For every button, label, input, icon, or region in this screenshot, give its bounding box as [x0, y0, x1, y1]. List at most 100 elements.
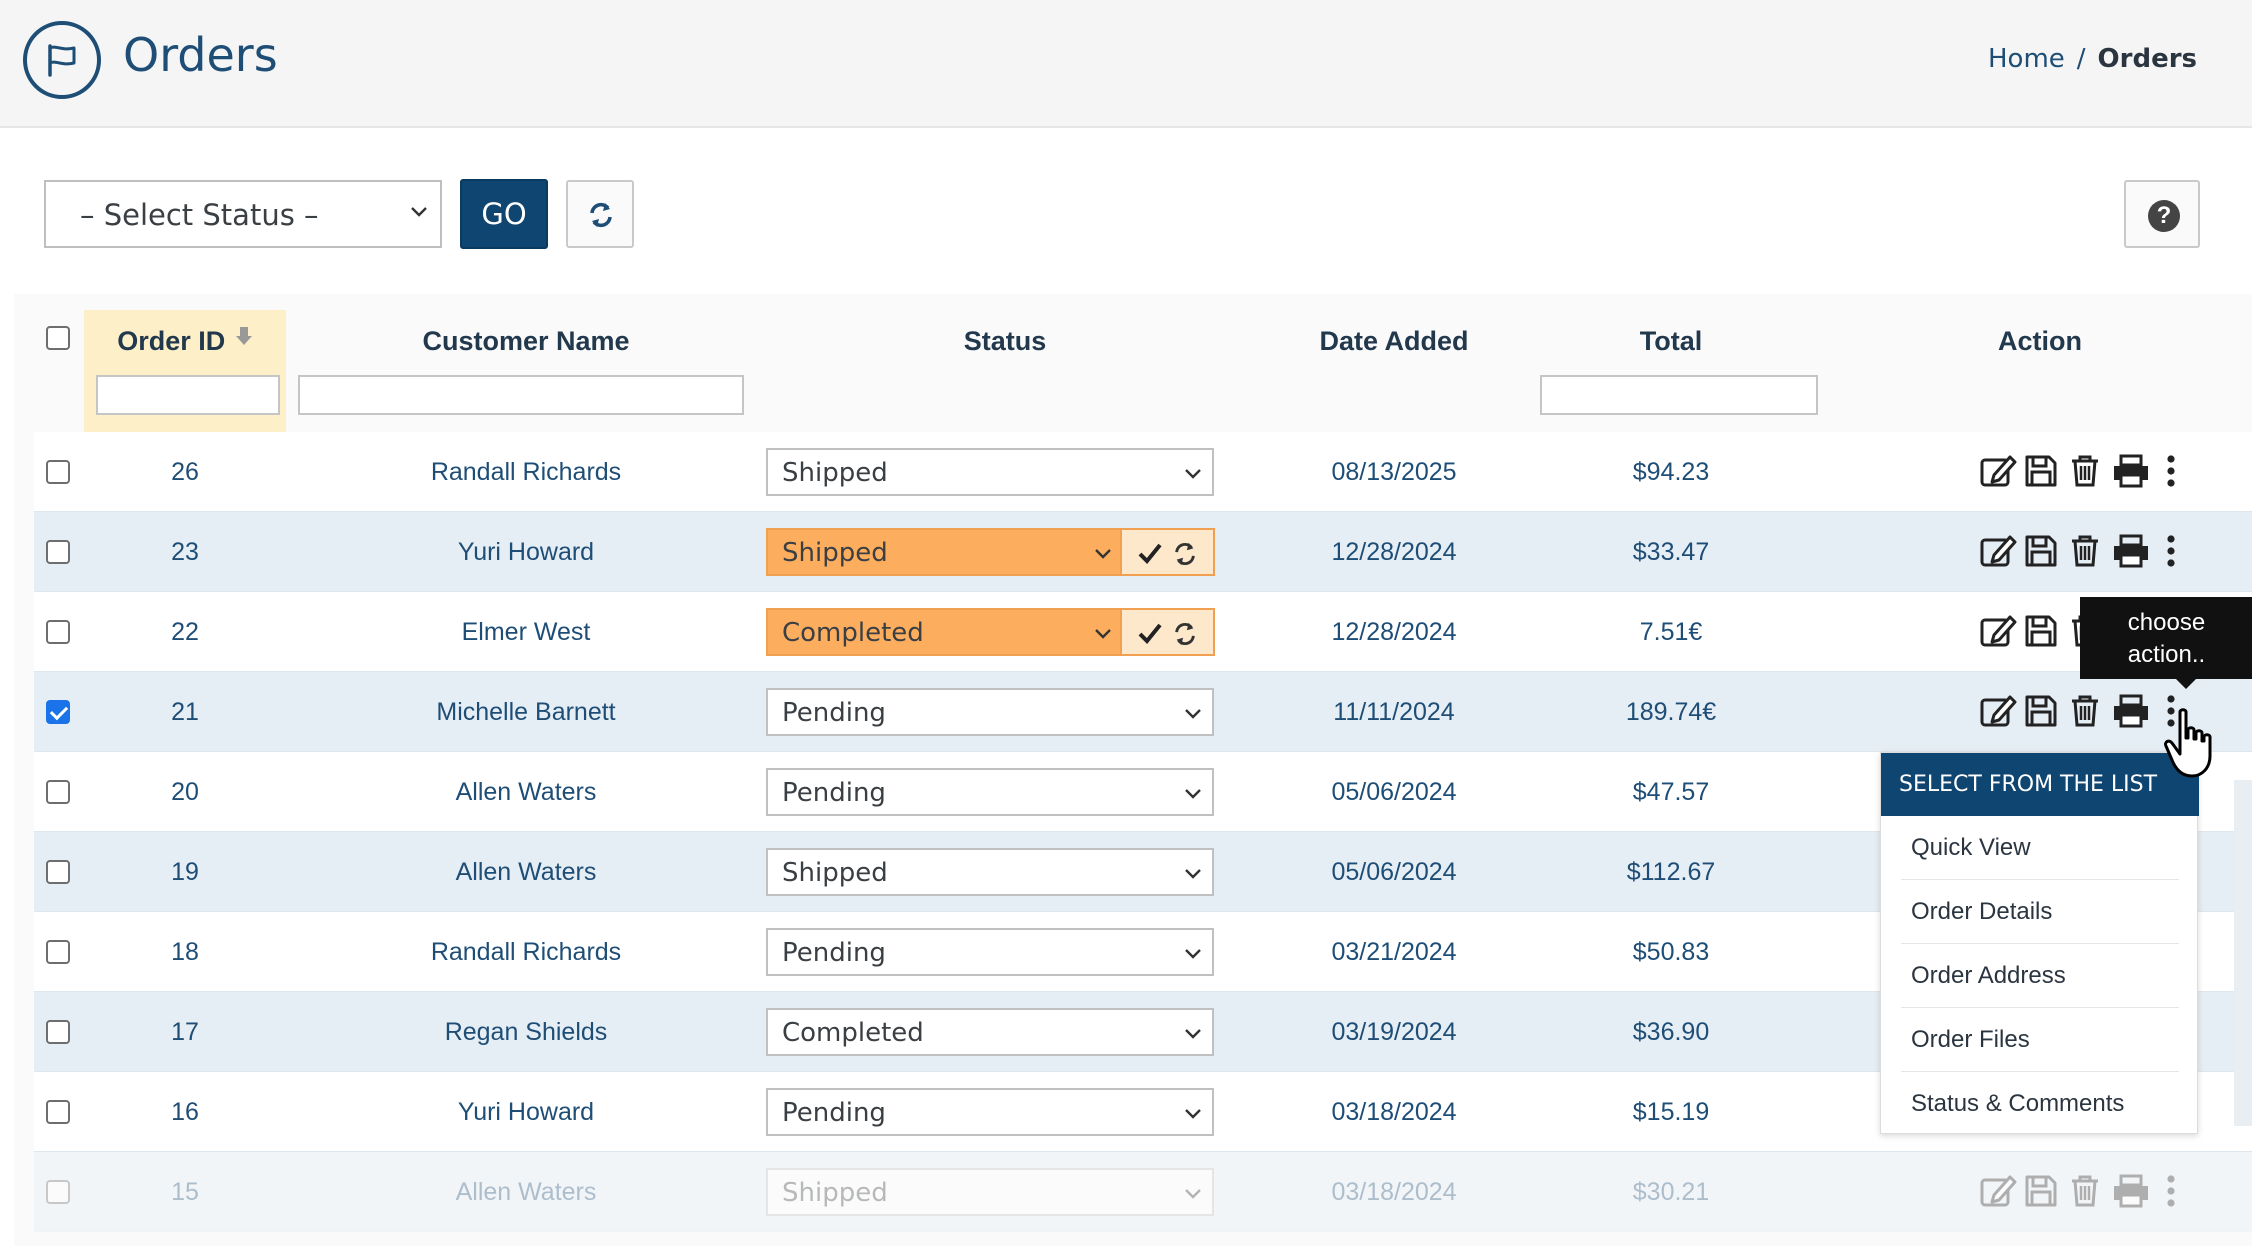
row-status-select[interactable]: Shipped — [766, 528, 1124, 576]
trash-icon[interactable] — [2070, 694, 2100, 733]
col-order-id[interactable]: Order ID — [84, 326, 286, 357]
col-total[interactable]: Total — [1639, 326, 1703, 356]
print-icon[interactable] — [2112, 454, 2150, 493]
customer-name-link[interactable]: Randall Richards — [430, 938, 622, 966]
order-id-link[interactable]: 16 — [171, 1098, 199, 1126]
check-icon[interactable] — [1138, 622, 1162, 644]
order-id-link[interactable]: 18 — [171, 938, 199, 966]
menu-item-status-comments[interactable]: Status & Comments — [1911, 1090, 2125, 1117]
edit-icon[interactable] — [1980, 1174, 2018, 1213]
customer-name-link[interactable]: Allen Waters — [455, 858, 597, 886]
refresh-button[interactable] — [566, 180, 634, 248]
date-added-cell: 03/18/2024 — [1331, 1178, 1457, 1206]
row-status-select[interactable]: Pending — [766, 768, 1214, 816]
refresh-icon — [590, 202, 612, 228]
breadcrumb-home-link[interactable]: Home — [1987, 44, 2065, 74]
customer-name-link[interactable]: Yuri Howard — [457, 538, 595, 566]
trash-icon[interactable] — [2070, 534, 2100, 573]
customer-name-link[interactable]: Elmer West — [461, 618, 591, 646]
trash-icon[interactable] — [2070, 1174, 2100, 1213]
row-status-select[interactable]: Shipped — [766, 848, 1214, 896]
row-checkbox[interactable] — [46, 860, 70, 884]
customer-name-link[interactable]: Allen Waters — [455, 778, 597, 806]
col-customer-name[interactable]: Customer Name — [422, 326, 630, 356]
customer-name-link[interactable]: Allen Waters — [455, 1178, 597, 1206]
order-id-link[interactable]: 22 — [171, 618, 199, 646]
chevron-down-icon — [1185, 1189, 1201, 1199]
print-icon[interactable] — [2112, 534, 2150, 573]
menu-item-order-files[interactable]: Order Files — [1901, 1008, 2179, 1072]
scrollbar[interactable] — [2234, 780, 2252, 1126]
order-id-link[interactable]: 15 — [171, 1178, 199, 1206]
help-button[interactable]: ? — [2124, 180, 2200, 248]
breadcrumb-current: Orders — [2097, 44, 2197, 74]
save-icon[interactable] — [2024, 694, 2058, 733]
edit-icon[interactable] — [1980, 534, 2018, 573]
tooltip-line-1: choose — [2127, 609, 2206, 636]
go-button[interactable]: GO — [460, 179, 548, 249]
row-checkbox[interactable] — [46, 620, 70, 644]
more-vertical-icon[interactable] — [2166, 454, 2176, 493]
date-added-cell: 03/21/2024 — [1331, 938, 1457, 966]
row-status-select[interactable]: Completed — [766, 1008, 1214, 1056]
save-icon[interactable] — [2024, 1174, 2058, 1213]
page-title: Orders — [123, 28, 278, 82]
col-status[interactable]: Status — [963, 326, 1047, 356]
order-id-filter-input[interactable] — [96, 375, 280, 415]
date-added-cell: 05/06/2024 — [1331, 858, 1457, 886]
menu-item-quick-view[interactable]: Quick View — [1901, 816, 2179, 880]
row-checkbox[interactable] — [46, 1100, 70, 1124]
order-id-link[interactable]: 20 — [171, 778, 199, 806]
row-status-select[interactable]: Pending — [766, 1088, 1214, 1136]
save-icon[interactable] — [2024, 454, 2058, 493]
edit-icon[interactable] — [1980, 614, 2018, 653]
row-status-select[interactable]: Pending — [766, 688, 1214, 736]
customer-name-link[interactable]: Yuri Howard — [457, 1098, 595, 1126]
row-checkbox[interactable] — [46, 700, 70, 724]
row-status-select[interactable]: Shipped — [766, 1168, 1214, 1216]
total-cell: $47.57 — [1632, 778, 1710, 806]
customer-name-link[interactable]: Regan Shields — [444, 1018, 608, 1046]
date-added-cell: 12/28/2024 — [1331, 618, 1457, 646]
row-checkbox[interactable] — [46, 540, 70, 564]
row-checkbox[interactable] — [46, 1180, 70, 1204]
more-vertical-icon[interactable] — [2166, 1174, 2176, 1213]
order-id-link[interactable]: 21 — [171, 698, 199, 726]
more-vertical-icon[interactable] — [2166, 694, 2176, 733]
reset-icon[interactable] — [1172, 541, 1198, 567]
order-id-link[interactable]: 23 — [171, 538, 199, 566]
table-row: 23 Yuri Howard Shipped 12/28/2024 $33.47 — [34, 512, 2252, 592]
row-status-select[interactable]: Completed — [766, 608, 1124, 656]
row-status-select[interactable]: Shipped — [766, 448, 1214, 496]
total-filter-input[interactable] — [1540, 375, 1818, 415]
order-id-link[interactable]: 19 — [171, 858, 199, 886]
trash-icon[interactable] — [2070, 454, 2100, 493]
save-icon[interactable] — [2024, 534, 2058, 573]
reset-icon[interactable] — [1172, 621, 1198, 647]
row-checkbox[interactable] — [46, 780, 70, 804]
save-icon[interactable] — [2024, 614, 2058, 653]
order-id-link[interactable]: 26 — [171, 458, 199, 486]
col-order-id-label: Order ID — [117, 326, 226, 356]
customer-name-link[interactable]: Randall Richards — [430, 458, 622, 486]
col-date-added[interactable]: Date Added — [1319, 326, 1469, 356]
row-status-value: Completed — [782, 1018, 924, 1048]
customer-name-link[interactable]: Michelle Barnett — [436, 698, 616, 726]
row-checkbox[interactable] — [46, 940, 70, 964]
order-id-link[interactable]: 17 — [171, 1018, 199, 1046]
customer-name-filter-input[interactable] — [298, 375, 744, 415]
menu-item-order-address[interactable]: Order Address — [1901, 944, 2179, 1008]
print-icon[interactable] — [2112, 694, 2150, 733]
row-checkbox[interactable] — [46, 460, 70, 484]
question-circle-icon: ? — [2148, 200, 2180, 232]
row-checkbox[interactable] — [46, 1020, 70, 1044]
status-filter-select[interactable]: – Select Status – — [44, 180, 442, 248]
menu-item-order-details[interactable]: Order Details — [1901, 880, 2179, 944]
more-vertical-icon[interactable] — [2166, 534, 2176, 573]
edit-icon[interactable] — [1980, 454, 2018, 493]
row-status-select[interactable]: Pending — [766, 928, 1214, 976]
check-icon[interactable] — [1138, 542, 1162, 564]
select-all-checkbox[interactable] — [46, 326, 70, 350]
print-icon[interactable] — [2112, 1174, 2150, 1213]
edit-icon[interactable] — [1980, 694, 2018, 733]
